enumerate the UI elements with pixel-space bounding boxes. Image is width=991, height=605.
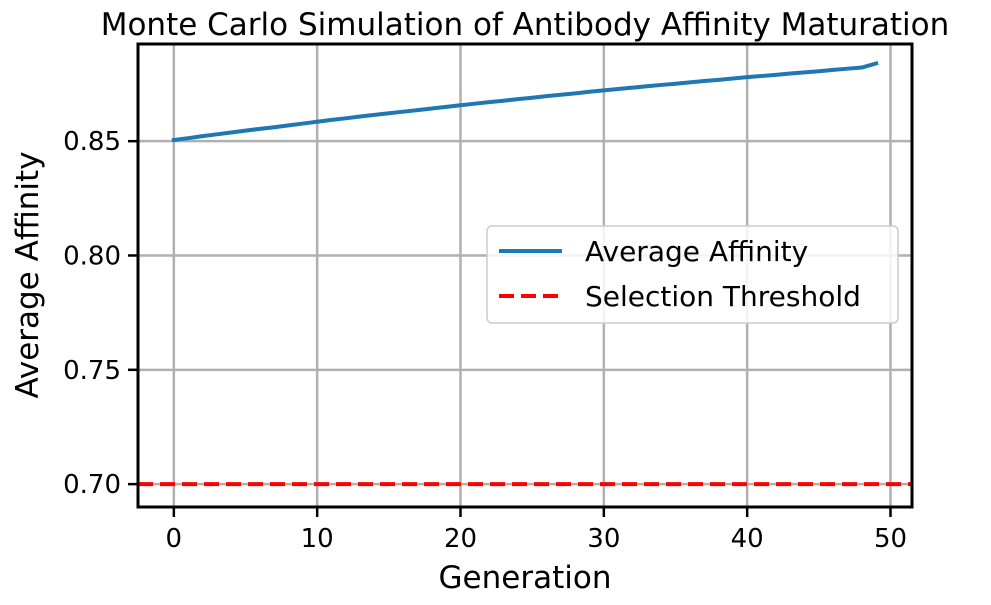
x-tick-label: 20: [444, 524, 477, 554]
x-tick-label: 50: [874, 524, 907, 554]
x-tick-label: 30: [587, 524, 620, 554]
series-line-average-affinity: [171, 60, 879, 143]
y-axis-label: Average Affinity: [10, 151, 46, 398]
series-layer: [171, 60, 879, 143]
y-tick-label: 0.75: [63, 356, 121, 386]
y-tick-label: 0.80: [63, 241, 121, 271]
legend-box: [486, 225, 899, 324]
legend-label-selection-threshold: Selection Threshold: [585, 280, 861, 313]
chart-title: Monte Carlo Simulation of Antibody Affin…: [101, 7, 950, 43]
legend-label-average-affinity: Average Affinity: [585, 235, 808, 268]
x-ticks: 0 10 20 30 40 50: [166, 507, 907, 554]
x-tick-label: 40: [731, 524, 764, 554]
y-ticks: 0.70 0.75 0.80 0.85: [63, 127, 138, 500]
x-tick-label: 0: [166, 524, 183, 554]
legend: Average Affinity Selection Threshold: [486, 225, 899, 324]
y-tick-label: 0.85: [63, 127, 121, 157]
x-tick-label: 10: [301, 524, 334, 554]
x-axis-label: Generation: [439, 560, 612, 596]
plot-frame: [136, 42, 914, 509]
y-tick-label: 0.70: [63, 470, 121, 500]
